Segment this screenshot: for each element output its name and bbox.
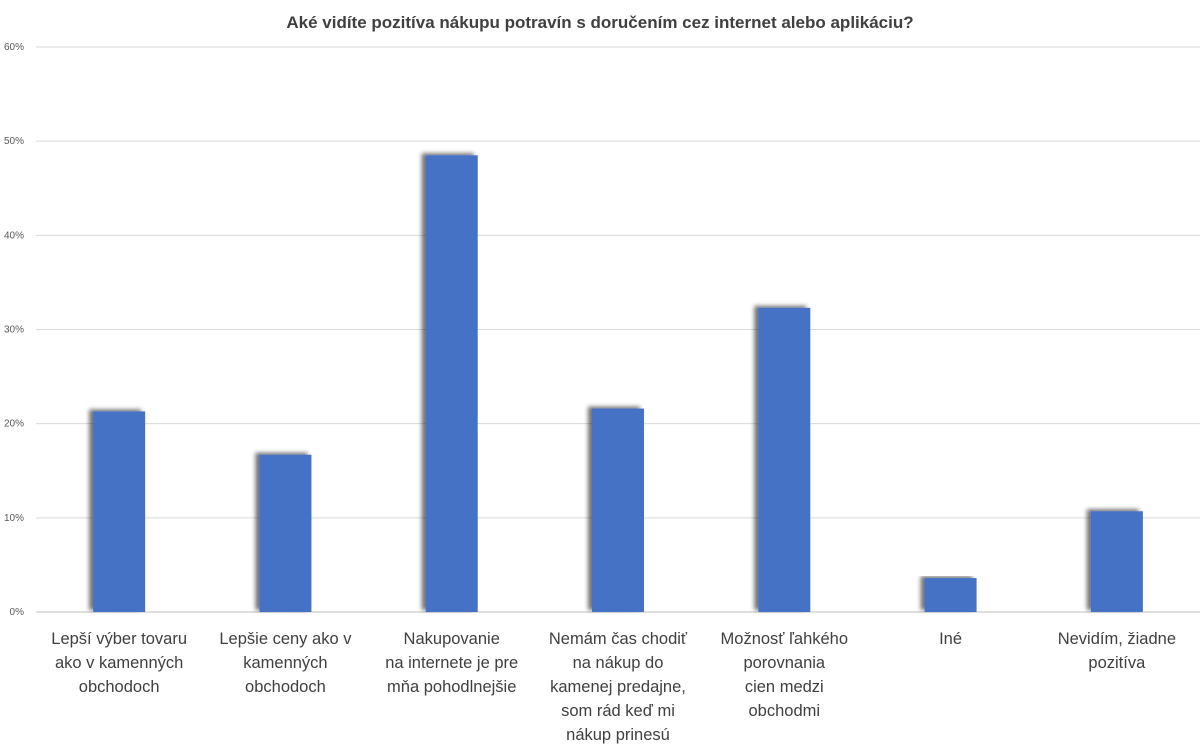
category-label-line: Iné <box>939 630 962 648</box>
category-label-line: obchodmi <box>749 702 821 720</box>
category-label-line: Možnosť ľahkého <box>721 630 849 648</box>
category-label-line: Nakupovanie <box>404 630 500 648</box>
bars <box>93 155 1143 612</box>
y-tick-label: 20% <box>4 419 24 430</box>
category-label-line: som rád keď mi <box>561 702 675 720</box>
category-label-line: Lepšie ceny ako v <box>219 630 352 648</box>
y-tick-label: 60% <box>4 42 24 53</box>
category-label: Lepší výber tovaru ako v kamenných obchodo… <box>51 630 187 696</box>
category-label-line: nákup prinesú <box>566 726 670 744</box>
bar <box>758 307 811 612</box>
category-label-line: obchodoch <box>245 678 326 696</box>
bar <box>259 454 312 612</box>
category-label: Nakupovanie na internete je pre mňa pohodl… <box>385 630 518 696</box>
y-tick-label: 0% <box>10 607 25 618</box>
y-tick-label: 10% <box>4 513 24 524</box>
category-label-line: kamenej predajne, <box>550 678 686 696</box>
bar <box>592 408 644 612</box>
bar <box>93 411 146 612</box>
category-label-line: Nemám čas chodiť <box>549 630 688 648</box>
category-label: Lepšie ceny ako v kamenných obchodoch <box>219 630 352 696</box>
category-label-line: pozitíva <box>1088 654 1146 672</box>
category-label-line: ako v kamenných <box>55 654 183 672</box>
y-axis-tick-labels: 0% 10% 20% 30% 40% 50% 60% <box>4 42 24 618</box>
category-label-line: cien medzi <box>745 678 824 696</box>
x-axis-category-labels: Lepší výber tovaru ako v kamenných obchodo… <box>51 630 1176 744</box>
category-label-line: Nevidím, žiadne <box>1058 630 1176 648</box>
bar <box>1090 511 1143 612</box>
bar <box>924 578 977 612</box>
category-label: Možnosť ľahkého porovnania cien medzi obcho… <box>721 630 849 720</box>
y-tick-label: 50% <box>4 136 24 147</box>
chart-title: Aké vidíte pozitíva nákupu potravín s do… <box>286 13 913 32</box>
category-label-line: na internete je pre <box>385 654 518 672</box>
category-label: Nemám čas chodiť na nákup do kamenej preda… <box>549 630 688 744</box>
category-label: Nevidím, žiadne pozitíva <box>1058 630 1176 672</box>
y-tick-label: 30% <box>4 325 24 336</box>
y-tick-label: 40% <box>4 230 24 241</box>
bar <box>425 155 478 612</box>
category-label-line: porovnania <box>743 654 825 672</box>
category-label-line: Lepší výber tovaru <box>51 630 187 648</box>
category-label-line: kamenných <box>243 654 327 672</box>
category-label: Iné <box>939 630 962 648</box>
category-label-line: obchodoch <box>79 678 160 696</box>
category-label-line: na nákup do <box>573 654 664 672</box>
category-label-line: mňa pohodlnejšie <box>387 678 516 696</box>
